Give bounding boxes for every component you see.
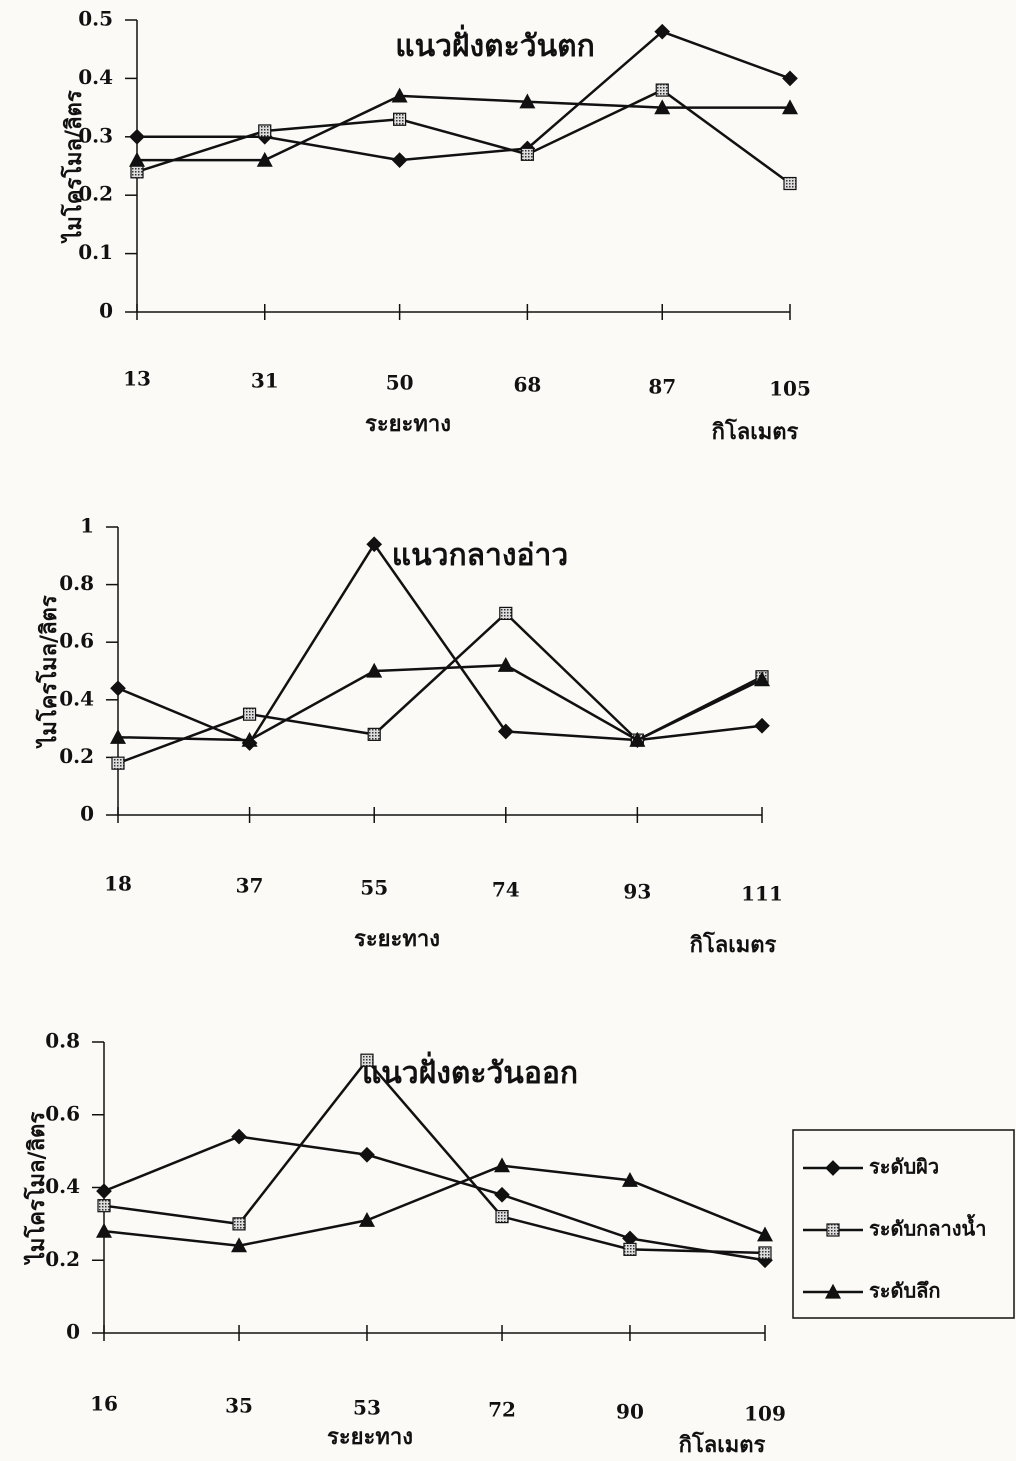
x-tick-label: 18 [104, 872, 132, 896]
y-tick-label: 0 [99, 299, 113, 323]
marker [755, 719, 769, 733]
marker [259, 125, 271, 137]
marker [496, 1211, 508, 1223]
marker [232, 1130, 246, 1144]
legend-label: ระดับผิว [869, 1155, 939, 1179]
marker [368, 728, 380, 740]
legend-marker [827, 1224, 839, 1236]
x-tick-label: 31 [251, 369, 279, 393]
marker [495, 1188, 509, 1202]
y-tick-label: 0.5 [78, 7, 113, 31]
marker [97, 1184, 111, 1198]
y-tick-label: 0.2 [45, 1247, 80, 1271]
marker [394, 113, 406, 125]
x-tick-label: 13 [123, 367, 151, 391]
legend-label: ระดับลึก [869, 1279, 941, 1303]
x-axis-label: ระยะทาง [327, 1424, 413, 1450]
marker [784, 178, 796, 190]
y-tick-label: 0.6 [59, 629, 94, 653]
marker [233, 1218, 245, 1230]
y-tick-label: 0.4 [45, 1174, 80, 1198]
marker [111, 681, 125, 695]
marker [112, 757, 124, 769]
marker [783, 71, 797, 85]
legend-label: ระดับกลางน้ำ [869, 1214, 986, 1241]
series-line [137, 96, 790, 160]
y-axis-label: ไมโครโมล/ลิตร [60, 90, 87, 244]
page: 00.10.20.30.40.51331506887105แนวฝั่งตะวั… [0, 0, 1016, 1461]
marker [361, 1054, 373, 1066]
x-tick-label: 35 [225, 1394, 253, 1418]
chart-title: แนวกลางอ่าว [392, 538, 568, 573]
y-tick-label: 0.4 [78, 65, 113, 89]
x-tick-label: 93 [623, 880, 651, 904]
x-tick-label: 90 [616, 1400, 644, 1424]
y-axis-label: ไมโครโมล/ลิตร [23, 1112, 50, 1266]
y-tick-label: 0.1 [78, 240, 113, 264]
marker [393, 153, 407, 167]
chart-title: แนวฝั่งตะวันออก [362, 1051, 578, 1091]
x-axis-label: ระยะทาง [354, 926, 440, 952]
marker [656, 84, 668, 96]
x-unit-label: กิโลเมตร [690, 931, 777, 958]
marker [521, 148, 533, 160]
y-tick-label: 0.6 [45, 1101, 80, 1125]
marker [758, 1228, 772, 1241]
x-tick-label: 53 [353, 1396, 381, 1420]
x-tick-label: 55 [360, 876, 388, 900]
x-tick-label: 105 [769, 377, 811, 401]
x-axis-label: ระยะทาง [365, 411, 451, 437]
x-unit-label: กิโลเมตร [712, 418, 799, 445]
legend-marker [826, 1161, 840, 1175]
marker [244, 708, 256, 720]
x-tick-label: 87 [648, 375, 676, 399]
x-tick-label: 37 [236, 874, 264, 898]
marker [624, 1243, 636, 1255]
y-tick-label: 0.2 [59, 744, 94, 768]
series-line [104, 1166, 765, 1246]
x-tick-label: 68 [513, 373, 541, 397]
x-tick-label: 74 [492, 878, 520, 902]
x-tick-label: 111 [741, 882, 783, 906]
marker [131, 166, 143, 178]
x-tick-label: 16 [90, 1392, 118, 1416]
marker [360, 1213, 374, 1226]
y-tick-label: 0.8 [59, 571, 94, 595]
x-tick-label: 50 [386, 371, 414, 395]
y-tick-label: 0 [80, 802, 94, 826]
y-tick-label: 0.8 [45, 1029, 80, 1053]
x-unit-label: กิโลเมตร [679, 1431, 766, 1458]
marker [360, 1148, 374, 1162]
y-tick-label: 0.4 [59, 686, 94, 710]
y-axis-label: ไมโครโมล/ลิตร [35, 595, 62, 749]
marker [500, 607, 512, 619]
x-tick-label: 72 [488, 1398, 516, 1422]
y-tick-label: 1 [80, 514, 94, 538]
marker [759, 1247, 771, 1259]
series-line [118, 544, 762, 743]
chart-title: แนวฝั่งตะวันตก [395, 24, 595, 64]
chart-page: 00.10.20.30.40.51331506887105แนวฝั่งตะวั… [0, 0, 1016, 1461]
marker [98, 1200, 110, 1212]
y-tick-label: 0 [66, 1320, 80, 1344]
marker [130, 130, 144, 144]
x-tick-label: 109 [744, 1402, 786, 1426]
